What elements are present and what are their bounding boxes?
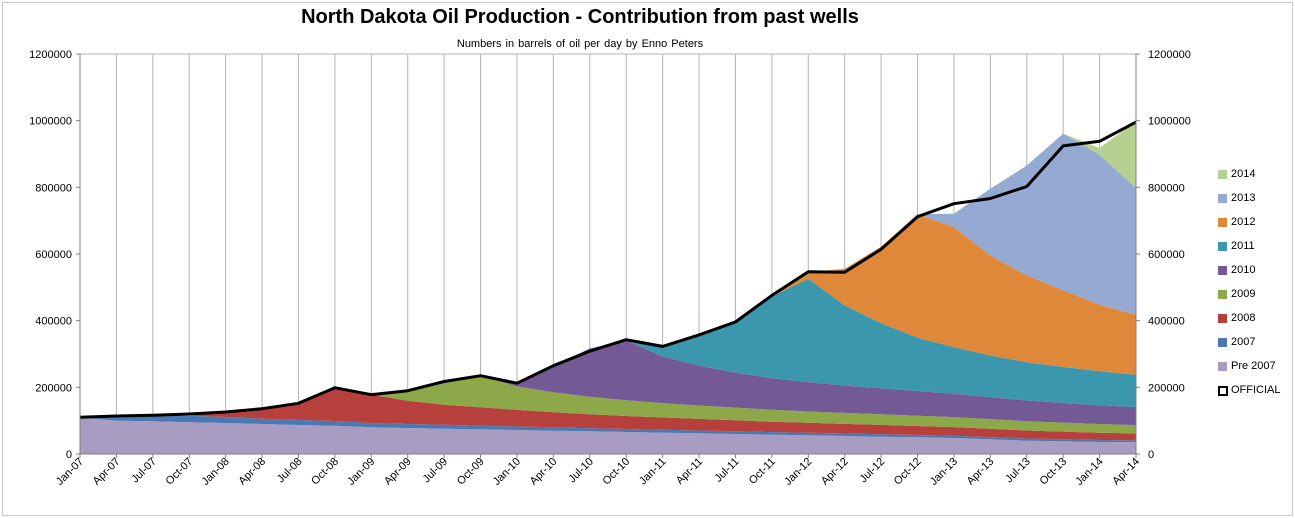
area-2007 bbox=[80, 415, 1136, 443]
x-tick-label: Jul-10 bbox=[566, 456, 596, 486]
x-tick-label: Oct-13 bbox=[1037, 456, 1069, 488]
legend-label: 2009 bbox=[1231, 288, 1256, 300]
legend-swatch bbox=[1218, 194, 1227, 203]
x-tick-label: Apr-10 bbox=[528, 456, 560, 488]
x-tick-label: Jan-11 bbox=[637, 456, 669, 488]
legend-label: 2011 bbox=[1231, 240, 1255, 252]
legend-swatch bbox=[1218, 362, 1227, 371]
area-2008 bbox=[80, 387, 1136, 441]
legend-item-2010: 2010 bbox=[1216, 264, 1291, 278]
y-tick-label-left: 400000 bbox=[35, 316, 72, 328]
x-tick-label: Jan-08 bbox=[200, 456, 232, 488]
legend-item-2012: 2012 bbox=[1216, 216, 1291, 230]
y-tick-label-right: 600000 bbox=[1148, 249, 1185, 261]
legend-item-2013: 2013 bbox=[1216, 192, 1291, 206]
legend-label: 2014 bbox=[1231, 168, 1256, 180]
x-tick-label: Jul-08 bbox=[275, 456, 305, 486]
y-tick-label-left: 600000 bbox=[35, 249, 72, 261]
legend-label: 2012 bbox=[1231, 216, 1256, 228]
x-tick-label: Jan-12 bbox=[782, 456, 814, 488]
y-tick-label-right: 1200000 bbox=[1148, 49, 1191, 61]
legend-swatch bbox=[1218, 266, 1227, 275]
y-tick-label-left: 0 bbox=[66, 449, 72, 461]
x-tick-label: Apr-08 bbox=[236, 456, 268, 488]
x-tick-label: Apr-07 bbox=[91, 456, 123, 488]
x-tick-label: Jul-13 bbox=[1003, 456, 1033, 486]
y-tick-label-left: 200000 bbox=[35, 382, 72, 394]
y-tick-label-right: 0 bbox=[1148, 449, 1154, 461]
x-tick-label: Jan-09 bbox=[345, 456, 377, 488]
area-2009 bbox=[80, 375, 1136, 434]
legend-item-2014: 2014 bbox=[1216, 168, 1291, 182]
x-tick-label: Apr-11 bbox=[674, 456, 705, 487]
chart-title: North Dakota Oil Production - Contributi… bbox=[301, 6, 859, 28]
y-tick-label-right: 200000 bbox=[1148, 382, 1185, 394]
legend-swatch bbox=[1218, 386, 1228, 396]
x-tick-label: Oct-07 bbox=[164, 456, 196, 488]
y-tick-label-left: 800000 bbox=[35, 182, 72, 194]
x-tick-label: Apr-13 bbox=[965, 456, 997, 488]
x-tick-label: Oct-10 bbox=[600, 456, 632, 488]
area-2012 bbox=[80, 214, 1136, 418]
x-tick-label: Jan-10 bbox=[491, 456, 523, 488]
legend-item-2009: 2009 bbox=[1216, 288, 1291, 302]
legend-swatch bbox=[1218, 170, 1227, 179]
x-tick-label: Apr-12 bbox=[819, 456, 851, 488]
area-2011 bbox=[80, 278, 1136, 418]
x-tick-label: Jul-07 bbox=[129, 456, 159, 486]
x-tick-label: Oct-12 bbox=[892, 456, 924, 488]
x-tick-label: Oct-08 bbox=[309, 456, 341, 488]
x-tick-label: Apr-14 bbox=[1110, 456, 1142, 488]
legend-swatch bbox=[1218, 338, 1227, 347]
area-2010 bbox=[80, 340, 1136, 426]
x-tick-label: Jul-11 bbox=[712, 456, 741, 485]
x-tick-label: Oct-09 bbox=[455, 456, 487, 488]
legend-label: 2013 bbox=[1231, 192, 1256, 204]
legend-item-official: OFFICIAL bbox=[1216, 384, 1291, 398]
y-tick-label-left: 1000000 bbox=[29, 116, 72, 128]
y-tick-label-right: 1000000 bbox=[1148, 116, 1191, 128]
x-tick-label: Jan-14 bbox=[1073, 456, 1105, 488]
y-tick-label-left: 1200000 bbox=[29, 49, 72, 61]
legend-label: Pre 2007 bbox=[1231, 360, 1276, 372]
x-tick-label: Jul-09 bbox=[421, 456, 451, 486]
x-tick-label: Apr-09 bbox=[382, 456, 414, 488]
legend-label: 2008 bbox=[1231, 312, 1256, 324]
area-pre-2007 bbox=[80, 417, 1136, 454]
legend-label: OFFICIAL bbox=[1231, 384, 1281, 396]
y-tick-label-right: 800000 bbox=[1148, 182, 1185, 194]
legend-swatch bbox=[1218, 314, 1227, 323]
legend-swatch bbox=[1218, 242, 1227, 251]
legend-label: 2007 bbox=[1231, 336, 1256, 348]
legend-label: 2010 bbox=[1231, 264, 1256, 276]
y-tick-label-right: 400000 bbox=[1148, 316, 1185, 328]
x-tick-label: Oct-11 bbox=[747, 456, 778, 487]
legend-item-pre-2007: Pre 2007 bbox=[1216, 360, 1291, 374]
official-line bbox=[79, 120, 1137, 419]
chart-subtitle: Numbers in barrels of oil per day by Enn… bbox=[456, 38, 704, 50]
legend-item-2011: 2011 bbox=[1216, 240, 1291, 254]
legend-item-2008: 2008 bbox=[1216, 312, 1291, 326]
legend-item-2007: 2007 bbox=[1216, 336, 1291, 350]
x-tick-label: Jan-13 bbox=[928, 456, 960, 488]
x-tick-label: Jul-12 bbox=[858, 456, 888, 486]
legend-swatch bbox=[1218, 290, 1227, 299]
legend-swatch bbox=[1218, 218, 1227, 227]
